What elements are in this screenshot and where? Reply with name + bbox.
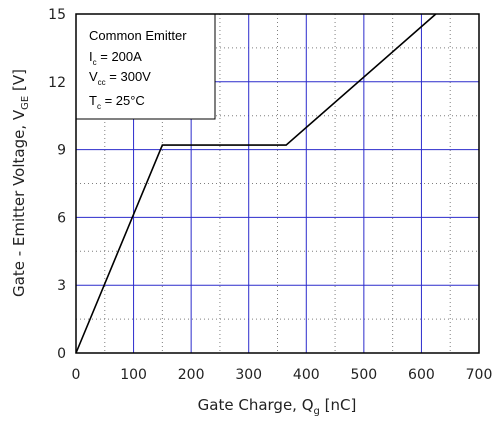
annotation-line-4: Tc = 25°C	[89, 93, 145, 111]
y-tick-label: 15	[48, 7, 66, 23]
x-tick-label: 0	[72, 367, 81, 383]
x-tick-label: 500	[350, 367, 377, 383]
annotation-line-1: Common Emitter	[89, 28, 187, 43]
x-tick-label: 300	[235, 367, 262, 383]
y-tick-label: 3	[57, 278, 66, 294]
y-tick-label: 12	[48, 75, 66, 91]
annotation-box: Common Emitter Ic = 200A Vcc = 300V Tc =…	[75, 13, 216, 120]
annotation-line-2: Ic = 200A	[89, 49, 142, 67]
series-line-1	[75, 13, 437, 354]
y-tick-labels: 0 3 6 9 12 15	[48, 7, 66, 362]
annotation-background	[75, 13, 216, 120]
y-axis-title: Gate - Emitter Voltage, VGE [V]	[10, 69, 31, 297]
x-tick-label: 100	[120, 367, 147, 383]
series-layer	[75, 13, 437, 354]
y-tick-label: 0	[57, 346, 66, 362]
x-tick-label: 200	[178, 367, 205, 383]
x-tick-label: 400	[293, 367, 320, 383]
major-grid	[76, 14, 479, 353]
x-tick-label: 700	[466, 367, 493, 383]
plot-frame	[75, 13, 480, 354]
x-axis-title: Gate Charge, Qg [nC]	[198, 396, 357, 417]
y-tick-label: 9	[57, 143, 66, 159]
x-tick-labels: 0 100 200 300 400 500 600 700	[72, 367, 493, 383]
y-tick-label: 6	[57, 210, 66, 226]
annotation-line-3: Vcc = 300V	[89, 69, 151, 87]
x-tick-label: 600	[408, 367, 435, 383]
